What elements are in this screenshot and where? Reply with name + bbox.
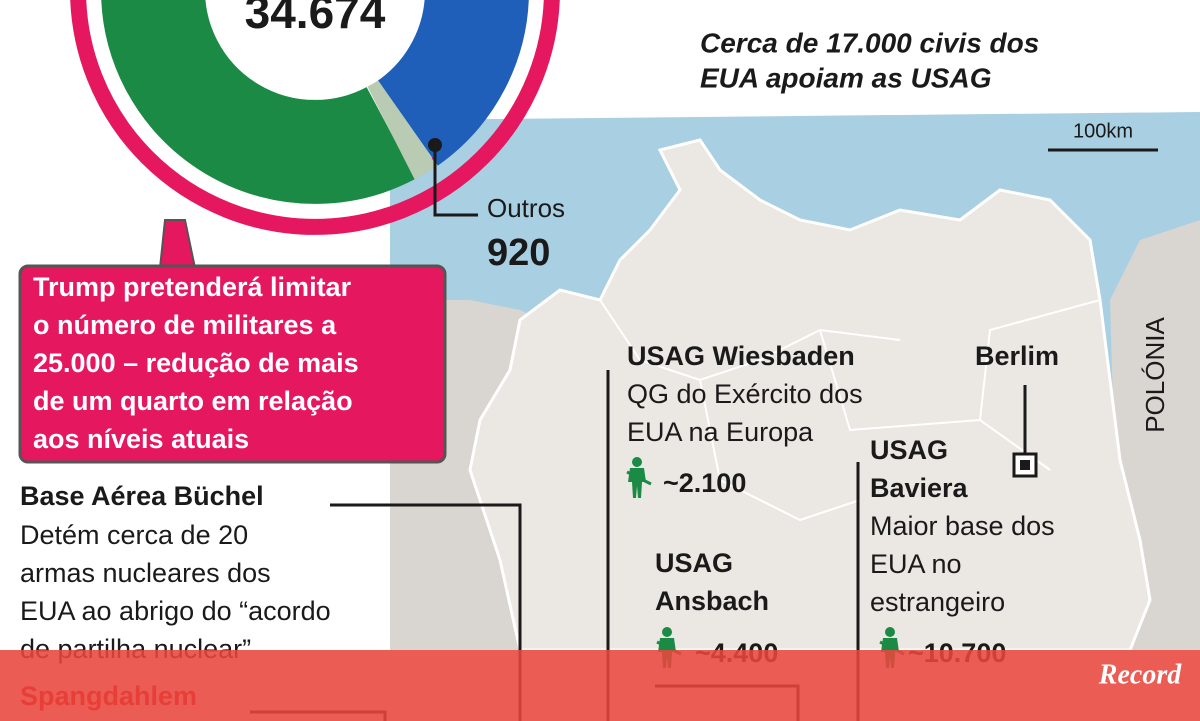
wiesbaden-title: USAG Wiesbaden <box>627 341 855 371</box>
baviera-line: Maior base dos <box>870 511 1055 541</box>
wiesbaden-line: QG do Exército dos <box>627 379 863 409</box>
donut <box>70 0 560 235</box>
baviera-title: Baviera <box>870 473 969 503</box>
wiesbaden-line: EUA na Europa <box>627 417 814 447</box>
green-segment <box>101 0 416 204</box>
others-label: Outros <box>487 193 565 223</box>
germany <box>468 138 1152 652</box>
soldier-head <box>632 457 642 467</box>
callout-line: o número de militares a <box>33 310 337 340</box>
callout-box <box>18 264 447 464</box>
berlin-marker-core <box>1020 460 1030 470</box>
callout-line: aos níveis atuais <box>33 424 249 454</box>
donut-hole <box>207 0 423 98</box>
civilians-text: EUA apoiam as USAG <box>700 62 991 93</box>
callout-line: 25.000 – redução de mais <box>33 348 359 378</box>
callout-line: de um quarto em relação <box>33 386 353 416</box>
total: 34.674 <box>245 0 386 38</box>
buchel-line <box>330 503 522 721</box>
state-borders <box>599 299 1101 522</box>
wiesbaden-troops: ~2.100 <box>663 468 746 498</box>
berlin: Berlim <box>975 341 1059 371</box>
soldier-rifle <box>626 470 652 486</box>
civilians-text: Cerca de 17.000 civis dos <box>700 27 1039 58</box>
baviera-line: EUA no <box>870 549 962 579</box>
pink-arc <box>70 0 560 235</box>
callout-text: Trump pretenderá limitar o número de mili… <box>33 272 359 454</box>
others-value: 920 <box>487 232 550 274</box>
soldier-icon <box>626 457 652 498</box>
blue-segment <box>376 0 529 166</box>
buchel-line: EUA ao abrigo do “acordo <box>20 596 331 626</box>
brand-logo: Record <box>1098 659 1182 690</box>
poland: POLÓNIA <box>1140 317 1170 433</box>
civ: Cerca de 17.000 civis dos EUA apoiam as U… <box>700 27 1039 93</box>
buchel-line: armas nucleares dos <box>20 558 271 588</box>
footer-band <box>0 650 1200 721</box>
ansbach-title: Ansbach <box>655 586 769 616</box>
scale-label: 100km <box>1073 120 1133 142</box>
callout-line: Trump pretenderá limitar <box>33 272 352 302</box>
baviera-title: USAG <box>870 435 948 465</box>
grey-segment <box>366 79 438 180</box>
pointer-line <box>433 145 478 217</box>
soldier-head <box>885 627 895 637</box>
soldier-head <box>662 627 672 637</box>
buchel-line: Detém cerca de 20 <box>20 520 248 550</box>
buchel-title: Base Aérea Büchel <box>20 481 264 511</box>
baviera-line: estrangeiro <box>870 587 1005 617</box>
ansbach-title: USAG <box>655 548 733 578</box>
